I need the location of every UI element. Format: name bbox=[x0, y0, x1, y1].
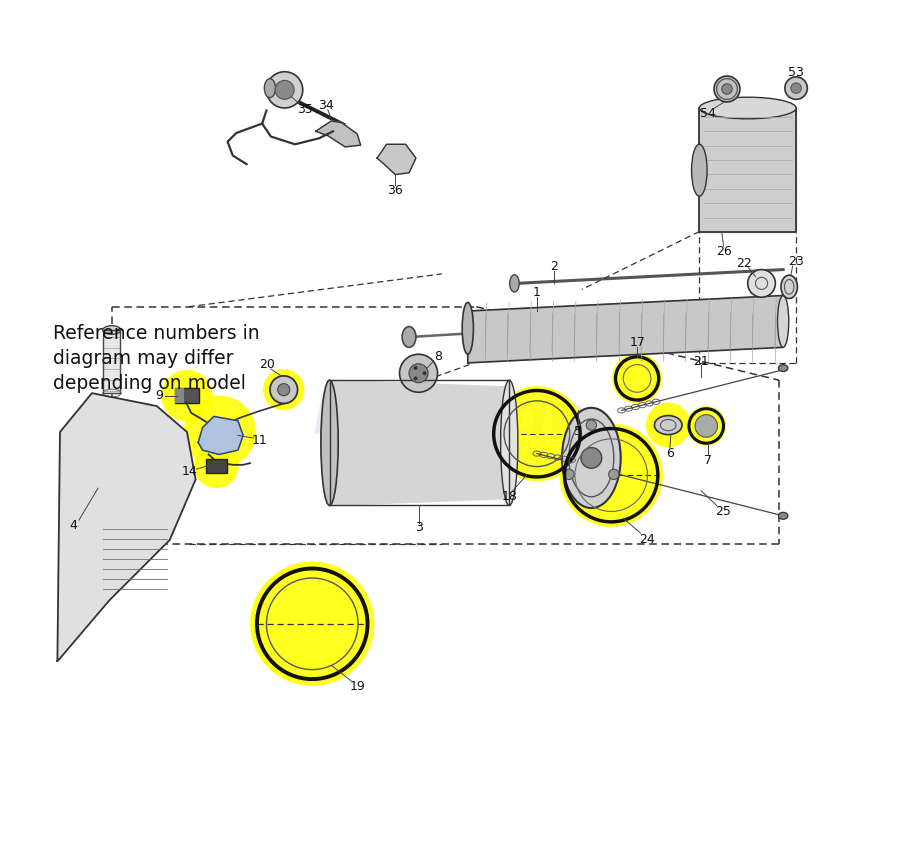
Ellipse shape bbox=[778, 512, 787, 519]
Ellipse shape bbox=[778, 295, 788, 347]
Text: Lakeside: Lakeside bbox=[314, 392, 587, 446]
Text: 2: 2 bbox=[551, 259, 558, 273]
Text: Reference numbers in
diagram may differ
depending on model: Reference numbers in diagram may differ … bbox=[53, 324, 259, 393]
Text: 3: 3 bbox=[415, 521, 423, 535]
Circle shape bbox=[687, 406, 726, 446]
Text: 24: 24 bbox=[640, 532, 655, 546]
Text: 19: 19 bbox=[350, 679, 365, 693]
Circle shape bbox=[695, 415, 717, 437]
Ellipse shape bbox=[402, 327, 416, 347]
Polygon shape bbox=[198, 416, 243, 454]
Circle shape bbox=[581, 448, 602, 468]
Text: 7: 7 bbox=[704, 454, 712, 467]
Text: 22: 22 bbox=[736, 257, 752, 270]
Text: 4: 4 bbox=[69, 518, 77, 532]
Text: 35: 35 bbox=[297, 103, 314, 117]
Circle shape bbox=[722, 84, 733, 94]
Text: 9: 9 bbox=[155, 389, 163, 403]
Text: 8: 8 bbox=[434, 350, 442, 364]
Text: 21: 21 bbox=[693, 354, 709, 368]
Ellipse shape bbox=[510, 275, 519, 292]
Circle shape bbox=[194, 443, 239, 488]
Circle shape bbox=[161, 370, 213, 422]
Circle shape bbox=[278, 384, 290, 396]
Circle shape bbox=[714, 76, 740, 102]
Circle shape bbox=[489, 386, 585, 481]
Ellipse shape bbox=[699, 98, 796, 118]
Polygon shape bbox=[377, 144, 416, 175]
Polygon shape bbox=[315, 121, 360, 147]
Circle shape bbox=[409, 364, 428, 383]
Circle shape bbox=[399, 354, 438, 392]
Circle shape bbox=[270, 376, 297, 403]
Polygon shape bbox=[58, 393, 196, 661]
Circle shape bbox=[414, 377, 417, 380]
Ellipse shape bbox=[321, 380, 338, 505]
Ellipse shape bbox=[692, 144, 707, 196]
Circle shape bbox=[564, 469, 574, 480]
Text: 18: 18 bbox=[501, 490, 517, 504]
Ellipse shape bbox=[501, 380, 518, 505]
Text: 36: 36 bbox=[387, 183, 403, 197]
Bar bbox=[175, 388, 199, 403]
Circle shape bbox=[423, 372, 426, 375]
Text: 14: 14 bbox=[182, 465, 197, 479]
Bar bbox=[175, 388, 184, 403]
Text: 54: 54 bbox=[700, 106, 716, 120]
Circle shape bbox=[275, 80, 294, 99]
Circle shape bbox=[587, 420, 596, 430]
Circle shape bbox=[785, 77, 807, 99]
Circle shape bbox=[263, 369, 305, 410]
Polygon shape bbox=[699, 108, 796, 232]
Circle shape bbox=[560, 423, 663, 527]
Text: 34: 34 bbox=[318, 98, 334, 112]
Text: 5: 5 bbox=[574, 424, 582, 438]
Bar bbox=[206, 459, 227, 473]
Text: 17: 17 bbox=[629, 335, 645, 349]
Circle shape bbox=[250, 562, 375, 686]
Circle shape bbox=[414, 366, 417, 370]
Circle shape bbox=[184, 396, 256, 468]
Ellipse shape bbox=[264, 79, 276, 98]
Text: MARINE & SERVICE: MARINE & SERVICE bbox=[339, 441, 562, 461]
Text: 6: 6 bbox=[666, 447, 674, 461]
Text: 11: 11 bbox=[251, 434, 268, 448]
Text: 53: 53 bbox=[788, 66, 804, 79]
Polygon shape bbox=[468, 295, 783, 363]
Ellipse shape bbox=[103, 326, 121, 334]
Text: 23: 23 bbox=[788, 255, 804, 269]
Circle shape bbox=[608, 469, 619, 480]
Circle shape bbox=[748, 270, 776, 297]
Text: 1: 1 bbox=[533, 286, 541, 300]
Polygon shape bbox=[330, 380, 509, 505]
Circle shape bbox=[646, 403, 691, 448]
Ellipse shape bbox=[562, 408, 621, 508]
Polygon shape bbox=[104, 330, 121, 393]
Circle shape bbox=[267, 72, 303, 108]
Ellipse shape bbox=[778, 365, 787, 372]
Text: 20: 20 bbox=[259, 358, 276, 372]
Text: 25: 25 bbox=[715, 505, 732, 518]
Ellipse shape bbox=[462, 302, 473, 354]
Ellipse shape bbox=[781, 275, 797, 298]
Ellipse shape bbox=[654, 416, 682, 435]
Text: 26: 26 bbox=[715, 245, 732, 258]
Circle shape bbox=[612, 353, 662, 403]
Circle shape bbox=[791, 83, 801, 93]
